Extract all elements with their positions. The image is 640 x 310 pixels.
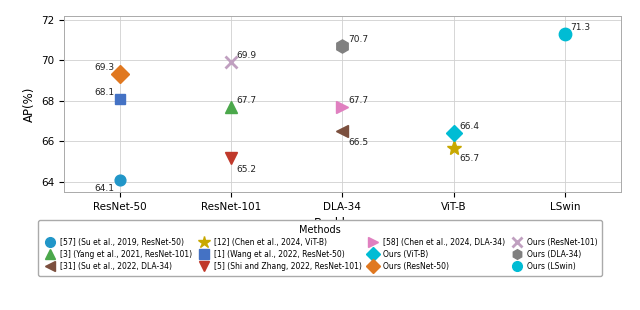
Text: 64.1: 64.1 [95, 184, 115, 193]
X-axis label: Backbone: Backbone [314, 218, 371, 230]
Text: 69.3: 69.3 [95, 63, 115, 72]
Text: 68.1: 68.1 [95, 88, 115, 97]
Text: 65.2: 65.2 [237, 165, 257, 174]
Text: 67.7: 67.7 [237, 96, 257, 105]
Text: 69.9: 69.9 [237, 51, 257, 60]
Text: 66.5: 66.5 [348, 138, 368, 147]
Text: 70.7: 70.7 [348, 35, 368, 44]
Text: 65.7: 65.7 [460, 154, 479, 163]
Y-axis label: AP(%): AP(%) [22, 86, 35, 122]
Legend: [57] (Su et al., 2019, ResNet-50), [3] (Yang et al., 2021, ResNet-101), [31] (Su: [57] (Su et al., 2019, ResNet-50), [3] (… [38, 220, 602, 276]
Text: 71.3: 71.3 [571, 23, 591, 32]
Text: 66.4: 66.4 [460, 122, 479, 131]
Text: 67.7: 67.7 [348, 96, 368, 105]
